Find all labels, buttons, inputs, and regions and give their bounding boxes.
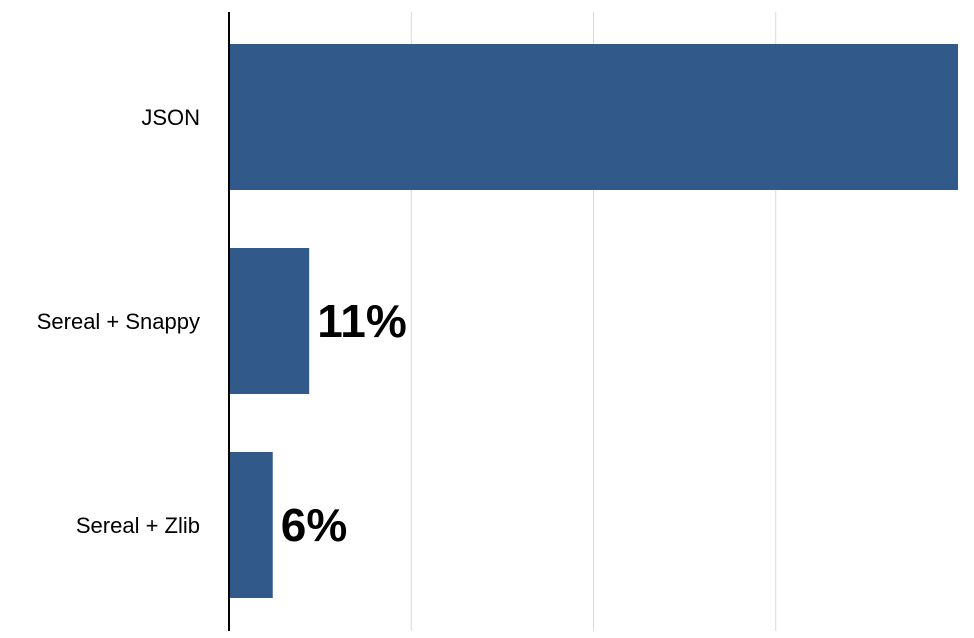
bar-sereal-zlib: [229, 452, 273, 598]
bar-sereal-snappy: [229, 248, 310, 394]
data-labels: 11% 6%: [281, 295, 407, 551]
data-label-sereal-zlib: 6%: [281, 499, 347, 551]
category-labels: JSON Sereal + Snappy Sereal + Zlib: [37, 105, 200, 538]
category-label-sereal-zlib: Sereal + Zlib: [76, 513, 200, 538]
bars: [229, 44, 958, 598]
category-label-sereal-snappy: Sereal + Snappy: [37, 309, 200, 334]
bar-json: [229, 44, 958, 190]
data-label-sereal-snappy: 11%: [317, 295, 407, 347]
category-label-json: JSON: [141, 105, 200, 130]
